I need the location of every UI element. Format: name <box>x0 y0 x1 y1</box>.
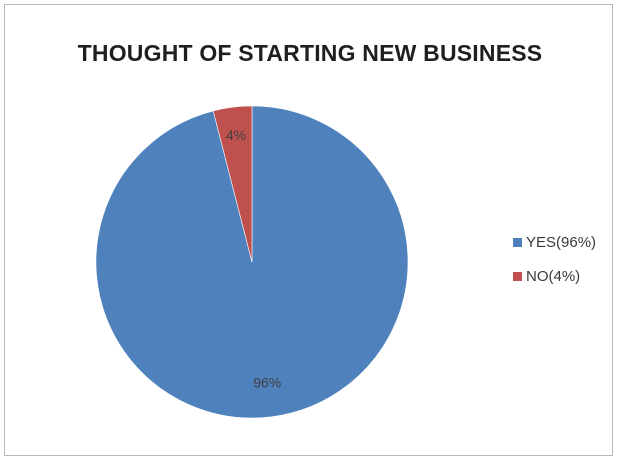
legend-item-no: NO(4%) <box>513 266 596 286</box>
legend-label-no: NO(4%) <box>526 267 581 285</box>
legend-item-yes: YES(96%) <box>513 232 596 252</box>
legend-swatch-yes <box>513 237 522 247</box>
chart-title: THOUGHT OF STARTING NEW BUSINESS <box>77 40 543 66</box>
legend: YES(96%) NO(4%) <box>513 232 596 300</box>
data-label-no: 4% <box>226 127 246 143</box>
pie-slice-no <box>212 105 253 263</box>
data-label-yes: 96% <box>253 375 281 391</box>
legend-swatch-no <box>513 271 522 281</box>
legend-label-yes: YES(96%) <box>526 233 597 251</box>
